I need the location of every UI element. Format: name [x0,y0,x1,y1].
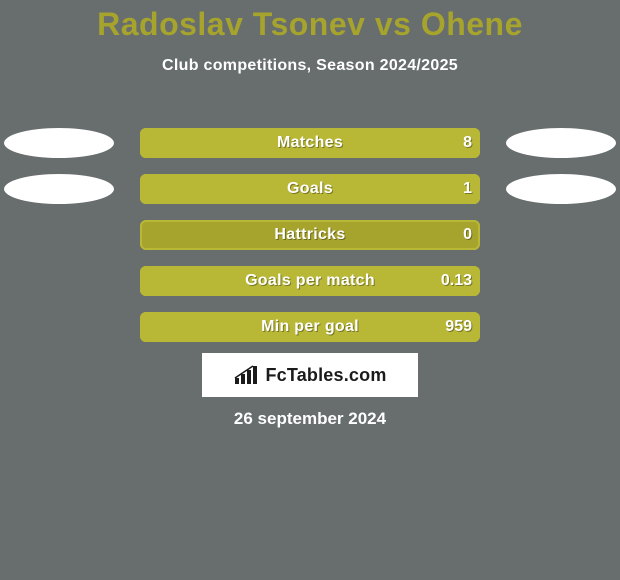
stat-row: Goals per match0.13 [0,258,620,304]
player-avatar-left [4,128,114,158]
stat-rows: Matches8Goals1Hattricks0Goals per match0… [0,120,620,350]
stat-bar: Goals1 [140,174,480,204]
stat-row: Hattricks0 [0,212,620,258]
date-text: 26 september 2024 [0,409,620,429]
stat-bar: Goals per match0.13 [140,266,480,296]
stat-label: Min per goal [140,312,480,342]
brand-text: FcTables.com [265,365,386,386]
stat-label: Goals per match [140,266,480,296]
player-avatar-right [506,174,616,204]
stat-bar: Matches8 [140,128,480,158]
stat-label: Goals [140,174,480,204]
stat-bar: Min per goal959 [140,312,480,342]
page-subtitle: Club competitions, Season 2024/2025 [0,57,620,75]
player-avatar-left [4,174,114,204]
stat-value: 1 [463,174,472,204]
stat-row: Min per goal959 [0,304,620,350]
stat-value: 0 [463,220,472,250]
stat-label: Hattricks [140,220,480,250]
stat-value: 0.13 [441,266,472,296]
player-avatar-right [506,128,616,158]
stat-row: Matches8 [0,120,620,166]
stat-value: 959 [445,312,472,342]
stat-value: 8 [463,128,472,158]
stat-row: Goals1 [0,166,620,212]
stat-label: Matches [140,128,480,158]
brand-badge: FcTables.com [202,353,418,397]
comparison-card: Radoslav Tsonev vs Ohene Club competitio… [0,0,620,580]
bars-icon [233,364,259,386]
page-title: Radoslav Tsonev vs Ohene [0,0,620,43]
stat-bar: Hattricks0 [140,220,480,250]
